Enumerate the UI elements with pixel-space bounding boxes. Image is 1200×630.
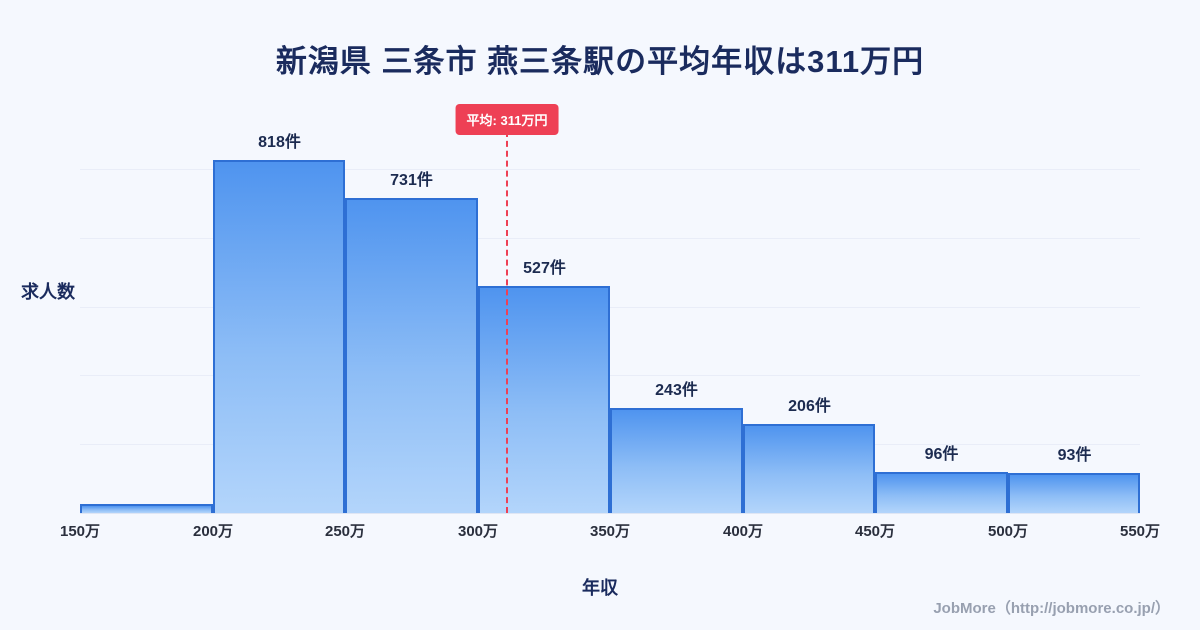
- x-axis-ticks: 150万 200万 250万 300万 350万 400万 450万 500万 550万: [60, 520, 1160, 540]
- bar-value-label: 243件: [655, 382, 698, 399]
- gridline: [80, 238, 1140, 239]
- bar-value-label: 206件: [788, 398, 831, 415]
- x-tick-label: 300万: [457, 523, 499, 540]
- average-badge: 平均: 311万円: [455, 104, 559, 135]
- histogram-bar: [345, 198, 478, 513]
- x-tick-label: 400万: [722, 523, 764, 540]
- histogram-bar: [743, 424, 875, 513]
- bar-value-label: 93件: [1057, 447, 1092, 464]
- average-line: [506, 131, 508, 513]
- x-tick-label: 500万: [987, 523, 1029, 540]
- histogram-bar: [875, 472, 1008, 513]
- histogram-bar: [610, 408, 743, 513]
- bar-value-label: 96件: [924, 446, 959, 463]
- x-tick-label: 250万: [324, 523, 366, 540]
- histogram-bar: [478, 286, 610, 513]
- x-axis-baseline: [80, 513, 1140, 514]
- x-tick-label: 150万: [59, 523, 101, 540]
- x-tick-label: 200万: [192, 523, 234, 540]
- plot-area: 818件 731件 527件 243件 206件 96件 93件: [80, 100, 1140, 514]
- histogram-bar: [213, 160, 345, 513]
- histogram-bar: [1008, 473, 1140, 513]
- x-tick-label: 350万: [589, 523, 631, 540]
- bar-value-label: 818件: [258, 134, 301, 151]
- histogram-bar: [80, 504, 213, 513]
- x-axis-label: 年収: [582, 578, 618, 598]
- x-tick-label: 550万: [1119, 523, 1161, 540]
- gridline: [80, 307, 1140, 308]
- bar-value-label: 527件: [523, 260, 566, 277]
- y-axis-label: 求人数: [21, 282, 75, 302]
- gridline: [80, 375, 1140, 376]
- x-tick-label: 450万: [854, 523, 896, 540]
- gridline: [80, 169, 1140, 170]
- chart-title: 新潟県 三条市 燕三条駅の平均年収は311万円: [275, 44, 925, 79]
- bar-value-label: 731件: [390, 172, 433, 189]
- footer-credit: JobMore（http://jobmore.co.jp/）: [933, 600, 1170, 617]
